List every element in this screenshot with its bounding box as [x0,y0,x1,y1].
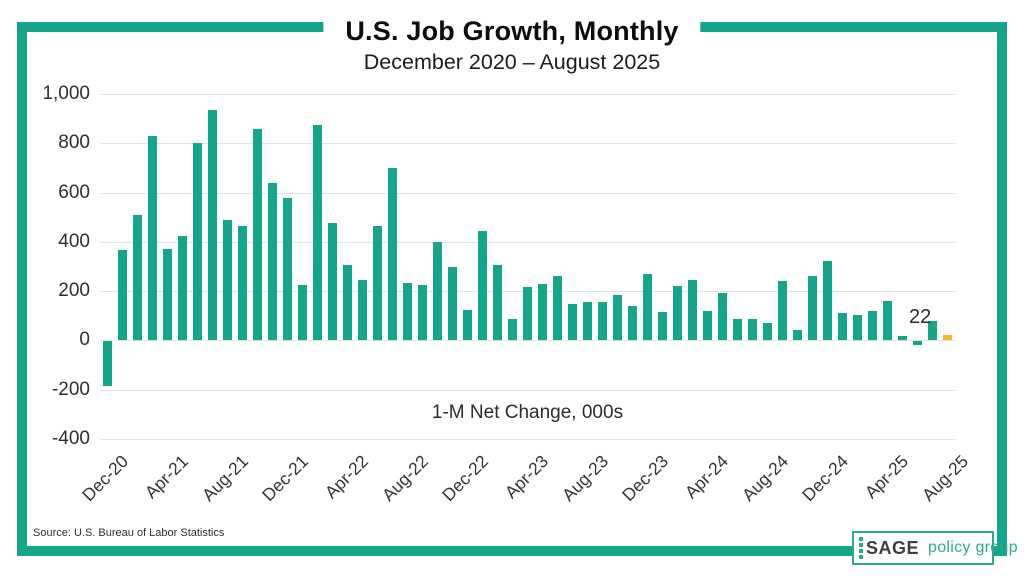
bar [733,318,742,341]
bar [673,285,682,341]
y-axis-tick-label: 1,000 [42,83,90,104]
bar [763,322,772,341]
y-axis-tick-label: 600 [58,181,90,203]
bar [478,230,487,341]
bar [388,167,397,341]
bar [193,143,202,341]
bar [103,341,112,386]
bar [328,223,337,341]
gridline [100,94,955,95]
bar [868,310,877,341]
source-attribution: Source: U.S. Bureau of Labor Statistics [33,527,225,539]
bar [898,335,907,341]
plot-area: 1-M Net Change, 000s 1,000 800 600 400 200 0 -… [42,83,971,505]
y-axis-tick-label: 200 [58,280,90,302]
bar [583,301,592,341]
bar [268,182,277,341]
bar [373,225,382,341]
bar [298,284,307,341]
bar [568,303,577,341]
bar [463,309,472,341]
bar [538,283,547,341]
bar [283,197,292,341]
logo-dots-icon [859,537,863,559]
bar [793,329,802,341]
bar [883,301,892,341]
title-block: U.S. Job Growth, Monthly December 2020 –… [323,12,701,75]
y-axis-tick-label: 800 [58,132,90,154]
logo-brand-text: SAGE [866,537,920,558]
gridline [100,389,955,391]
bar [403,282,412,341]
gridline [100,241,955,243]
bar [343,265,352,341]
gridline [100,439,955,440]
y-axis-tick-label: -400 [51,428,90,449]
axis-units-annotation: 1-M Net Change, 000s [431,402,624,423]
y-axis-tick-label: 400 [58,230,90,252]
bar [928,320,937,341]
last-bar-value-label: 22 [909,306,932,328]
bar [913,341,922,345]
bar [853,315,862,341]
bar [253,128,262,341]
bar [133,214,142,341]
bar [508,319,517,341]
sage-policy-group-logo: SAGE policy group [852,531,1018,565]
bar [808,276,817,341]
bar [703,311,712,341]
bar [613,294,622,341]
bar [658,311,667,341]
bar [778,281,787,341]
bar [643,274,652,341]
logo-suffix-text: policy group [928,539,1018,556]
y-axis-tick-label: 0 [79,329,90,351]
bar [433,241,442,341]
bar [838,313,847,341]
bar [208,110,217,341]
chart-subtitle: December 2020 – August 2025 [363,50,661,74]
bar [628,305,637,341]
bar-highlighted [943,335,952,341]
bar [688,279,697,341]
bar [223,219,232,341]
bar [748,318,757,341]
bar [313,124,322,341]
bar [553,276,562,341]
y-axis-tick-label: -200 [51,378,90,400]
bar [823,260,832,341]
bar [178,235,187,341]
gridline [100,143,955,145]
bar [163,249,172,341]
bar [358,280,367,341]
bar [118,250,127,341]
bar [448,266,457,341]
chart-title: U.S. Job Growth, Monthly [345,16,679,46]
bar [523,287,532,341]
bar [598,301,607,341]
bar [493,265,502,341]
bar [418,284,427,341]
bar [148,135,157,341]
bar [238,225,247,341]
gridline [100,192,955,194]
gridline [100,340,955,342]
bar [718,292,727,341]
